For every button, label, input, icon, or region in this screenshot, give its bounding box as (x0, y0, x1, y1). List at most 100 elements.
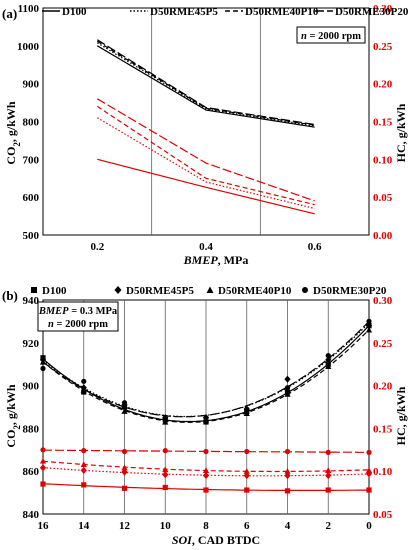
panel-b-point-5-4 (202, 471, 210, 480)
panel-b-ylabel-right: HC, g/kWh (394, 386, 408, 445)
panel-b-point-6-3 (162, 466, 169, 473)
panel-b-point-4-1 (81, 482, 87, 488)
panel-b-xtick-2: 12 (119, 520, 131, 532)
panel-b-ytick-4: 920 (23, 338, 40, 350)
panel-b-annotation-line2: n = 2000 rpm (48, 319, 108, 330)
panel-b-ytick-right-0: 0.05 (373, 509, 393, 521)
panel-b-point-1-6 (284, 375, 291, 383)
panel-b-axes: 8408608809009209400.050.100.150.200.250.… (23, 295, 393, 532)
panel-b-legend-marker-0 (31, 287, 37, 293)
panel-b-ytick-right-4: 0.25 (373, 338, 393, 350)
panel-b-point-4-6 (284, 488, 291, 494)
panel-a-legend-label-3: D50RME30P20 (335, 6, 409, 18)
panel-a-legend-label-0: D100 (62, 6, 87, 18)
panel-b-ytick-5: 940 (23, 295, 40, 307)
panel-b-xtick-0: 16 (38, 520, 50, 532)
panel-b-point-3-4 (203, 415, 209, 421)
panel-b-point-1-8 (365, 322, 373, 330)
panel-a-annotation: n = 2000 rpm (301, 31, 361, 42)
panel-b-point-6-8 (365, 467, 373, 473)
panel-b-point-2-6 (284, 391, 291, 397)
panel-a-ytick-3: 800 (23, 117, 40, 129)
panel-b-point-4-8 (366, 487, 372, 493)
panel-a-xlabel: BMEP, MPa (183, 253, 249, 267)
panel-b-point-2-3 (162, 418, 169, 425)
panel-b-point-3-5 (244, 406, 250, 412)
panel-a-ytick-right-4: 0.20 (373, 79, 393, 91)
panel-a-series-line-1 (96, 42, 315, 127)
panel-b-ytick-1: 860 (23, 466, 40, 478)
panel-a-series-line-6 (96, 105, 315, 206)
panel-b-ytick-right-5: 0.30 (373, 295, 393, 307)
panel-b-point-4-5 (244, 487, 250, 493)
panel-b-point-3-1 (81, 378, 87, 384)
panel-b-point-5-0 (39, 464, 47, 472)
panel-b-point-5-3 (162, 471, 169, 479)
panel-a-ytick-5: 1000 (17, 41, 40, 53)
panel-a-ytick-right-2: 0.10 (373, 154, 393, 166)
panel-a-ytick-right-6: 0.30 (373, 3, 393, 15)
panel-b-point-6-5 (243, 468, 250, 474)
panel-b-xlabel: SOI, CAD BTDC (172, 533, 260, 547)
panel-a-ytick-6: 1100 (18, 3, 40, 15)
panel-b-point-5-1 (80, 466, 87, 474)
panel-a: (a) 500 600 700 800 900 1000 1100 0.00 0.05 0.10 0… (2, 3, 409, 267)
panel-b-point-3-8 (366, 318, 372, 324)
panel-a-ytick-2: 700 (23, 154, 40, 166)
panel-a-ylabel-right: HC, g/kWh (394, 103, 408, 162)
panel-a-series-line-5 (96, 117, 315, 210)
panel-b-ylabel: CO2, g/kWh (4, 384, 22, 448)
panel-b-ytick-0: 840 (23, 509, 40, 521)
panel-b-legend-label-3: D50RME30P20 (313, 285, 387, 297)
panel-b-point-3-0 (40, 365, 46, 372)
panel-a-xtick-0: 0.2 (90, 241, 104, 253)
panel-b-point-6-0 (39, 457, 47, 464)
panel-b-xtick-7: 2 (326, 520, 332, 532)
panel-b-point-4-2 (121, 485, 128, 491)
panel-b-legend: D100 D50RME45P5 D50RME40P10 D50RME30P20 (31, 285, 387, 297)
panel-b-xtick-5: 6 (244, 520, 250, 532)
panel-b-point-6-2 (121, 464, 128, 471)
panel-b-point-6-7 (325, 467, 332, 473)
panel-b-point-7-1 (81, 448, 87, 454)
panel-b-point-3-3 (162, 415, 168, 421)
panel-a-series-line-7 (96, 98, 315, 202)
panel-a-ylabel: CO2, g/kWh (4, 101, 22, 165)
panel-b-xtick-3: 10 (160, 520, 172, 532)
panel-b-ytick-right-1: 0.10 (373, 466, 393, 478)
panel-b-legend-marker-3 (302, 287, 308, 293)
panel-b: (b) 8408608809009209400.050.100.150.200.… (2, 285, 408, 547)
panel-a-legend: D100 D50RME45P5 D50RME40P10 D50RME30P20 (42, 6, 409, 18)
panel-b-point-6-6 (284, 468, 291, 474)
panel-a-series-line-3 (96, 39, 315, 126)
panel-b-point-7-0 (40, 447, 46, 453)
panel-b-point-5-2 (121, 468, 128, 476)
panel-b-point-7-5 (244, 448, 250, 455)
panel-a-ytick-4: 900 (23, 79, 40, 91)
panel-b-point-6-1 (80, 461, 87, 467)
panel-a-legend-label-1: D50RME45P5 (150, 6, 218, 18)
panel-a-series-line-4 (97, 158, 315, 215)
panel-b-ytick-3: 900 (23, 381, 40, 393)
panel-b-legend-label-2: D50RME40P10 (218, 285, 292, 297)
panel-b-point-4-0 (40, 481, 46, 487)
panel-b-ytick-right-3: 0.20 (373, 381, 393, 393)
panel-b-ytick-2: 880 (23, 423, 40, 435)
panel-b-xtick-4: 8 (203, 520, 209, 532)
panel-a-series-line-2 (96, 40, 315, 126)
panel-b-label: (b) (2, 288, 18, 303)
panel-b-annotation-line1: BMEP = 0.3 MPa (38, 306, 118, 317)
panel-a-ytick-1: 600 (23, 192, 40, 204)
panel-b-legend-marker-1 (114, 286, 122, 294)
panel-b-point-2-5 (243, 410, 250, 417)
panel-b-point-7-4 (203, 448, 209, 455)
panel-a-annotation-box (296, 26, 366, 44)
panel-b-point-4-3 (162, 484, 168, 491)
panel-a-ytick-right-1: 0.05 (373, 192, 393, 204)
panel-b-point-4-4 (203, 487, 209, 493)
panel-b-point-7-8 (366, 449, 372, 455)
panel-b-xtick-8: 0 (366, 520, 372, 532)
panel-b-legend-label-0: D100 (42, 285, 67, 297)
panel-b-legend-label-1: D50RME45P5 (126, 285, 194, 297)
